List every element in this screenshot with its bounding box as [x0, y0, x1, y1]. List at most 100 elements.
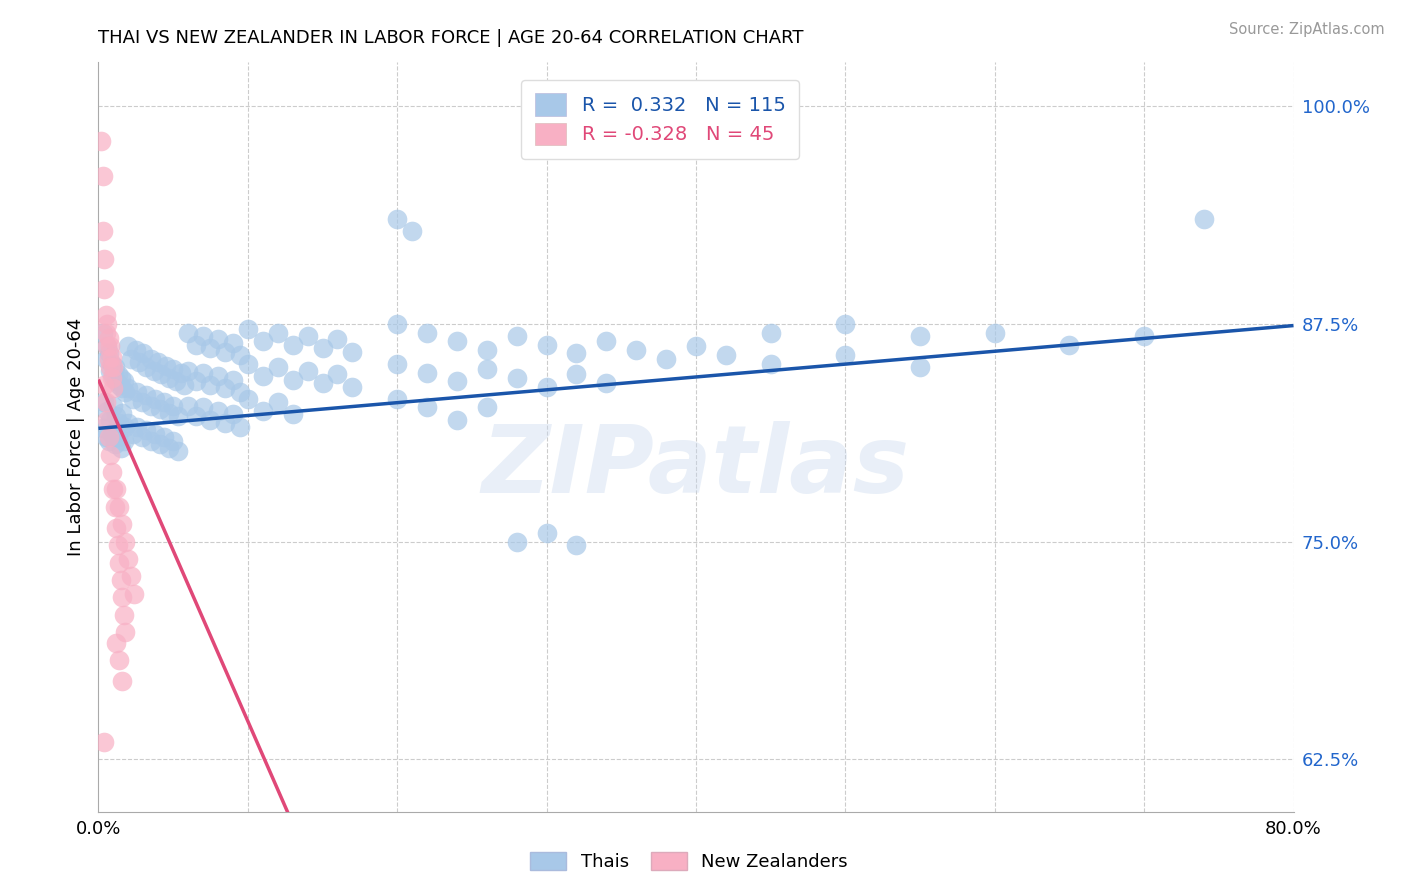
Point — [108, 377, 131, 392]
Point — [759, 357, 782, 371]
Point — [565, 538, 588, 552]
Point — [207, 333, 229, 347]
Point — [222, 373, 245, 387]
Point — [94, 308, 117, 322]
Point — [101, 371, 124, 385]
Point — [96, 404, 118, 418]
Point — [446, 374, 468, 388]
Point — [108, 556, 131, 570]
Y-axis label: In Labor Force | Age 20-64: In Labor Force | Age 20-64 — [66, 318, 84, 557]
Point — [94, 395, 117, 409]
Point — [139, 434, 162, 448]
Point — [117, 416, 139, 430]
Point — [165, 374, 187, 388]
Point — [311, 376, 333, 390]
Point — [111, 591, 134, 605]
Point — [91, 224, 114, 238]
Point — [131, 430, 153, 444]
Point — [112, 434, 135, 448]
Point — [110, 573, 132, 587]
Point — [759, 326, 782, 340]
Point — [103, 360, 125, 375]
Point — [297, 329, 319, 343]
Point — [149, 437, 172, 451]
Point — [98, 364, 122, 378]
Point — [655, 351, 678, 366]
Point — [565, 368, 588, 382]
Point — [252, 369, 274, 384]
Point — [105, 374, 128, 388]
Point — [200, 377, 222, 392]
Point — [93, 735, 115, 749]
Point — [94, 326, 117, 340]
Point — [107, 368, 129, 382]
Point — [155, 359, 177, 373]
Point — [536, 525, 558, 540]
Point — [127, 384, 149, 399]
Point — [135, 360, 157, 375]
Point — [214, 381, 236, 395]
Point — [143, 426, 166, 441]
Point — [162, 434, 184, 448]
Point — [565, 346, 588, 360]
Point — [162, 399, 184, 413]
Point — [207, 369, 229, 384]
Point — [121, 392, 143, 406]
Point — [135, 388, 157, 402]
Point — [714, 348, 737, 362]
Point — [834, 348, 856, 362]
Point — [229, 348, 252, 362]
Point — [108, 500, 131, 514]
Text: ZIPatlas: ZIPatlas — [482, 421, 910, 513]
Point — [401, 224, 423, 238]
Point — [135, 423, 157, 437]
Point — [94, 430, 117, 444]
Point — [177, 399, 200, 413]
Point — [91, 421, 114, 435]
Point — [200, 412, 222, 426]
Point — [685, 339, 707, 353]
Point — [416, 366, 439, 380]
Point — [157, 371, 180, 385]
Point — [101, 350, 124, 364]
Point — [107, 430, 129, 444]
Point — [475, 343, 498, 357]
Point — [114, 534, 136, 549]
Point — [229, 419, 252, 434]
Point — [101, 465, 124, 479]
Point — [267, 395, 290, 409]
Text: Source: ZipAtlas.com: Source: ZipAtlas.com — [1229, 22, 1385, 37]
Point — [385, 392, 409, 406]
Point — [191, 401, 214, 415]
Point — [111, 406, 134, 420]
Point — [125, 343, 148, 357]
Point — [834, 317, 856, 331]
Point — [103, 369, 125, 384]
Point — [1059, 337, 1081, 351]
Point — [148, 355, 170, 369]
Point — [536, 337, 558, 351]
Point — [96, 412, 118, 426]
Point — [385, 317, 409, 331]
Point — [96, 317, 118, 331]
Point — [595, 334, 617, 349]
Point — [132, 346, 155, 360]
Point — [97, 351, 120, 366]
Point — [93, 395, 115, 409]
Point — [267, 326, 290, 340]
Point — [139, 399, 162, 413]
Point — [342, 344, 364, 359]
Point — [214, 416, 236, 430]
Point — [157, 406, 180, 420]
Point — [177, 364, 200, 378]
Point — [297, 364, 319, 378]
Point — [506, 371, 529, 385]
Point — [222, 336, 245, 351]
Point — [385, 357, 409, 371]
Point — [124, 587, 146, 601]
Point — [104, 437, 127, 451]
Point — [97, 331, 120, 345]
Point — [214, 344, 236, 359]
Point — [105, 636, 128, 650]
Point — [252, 404, 274, 418]
